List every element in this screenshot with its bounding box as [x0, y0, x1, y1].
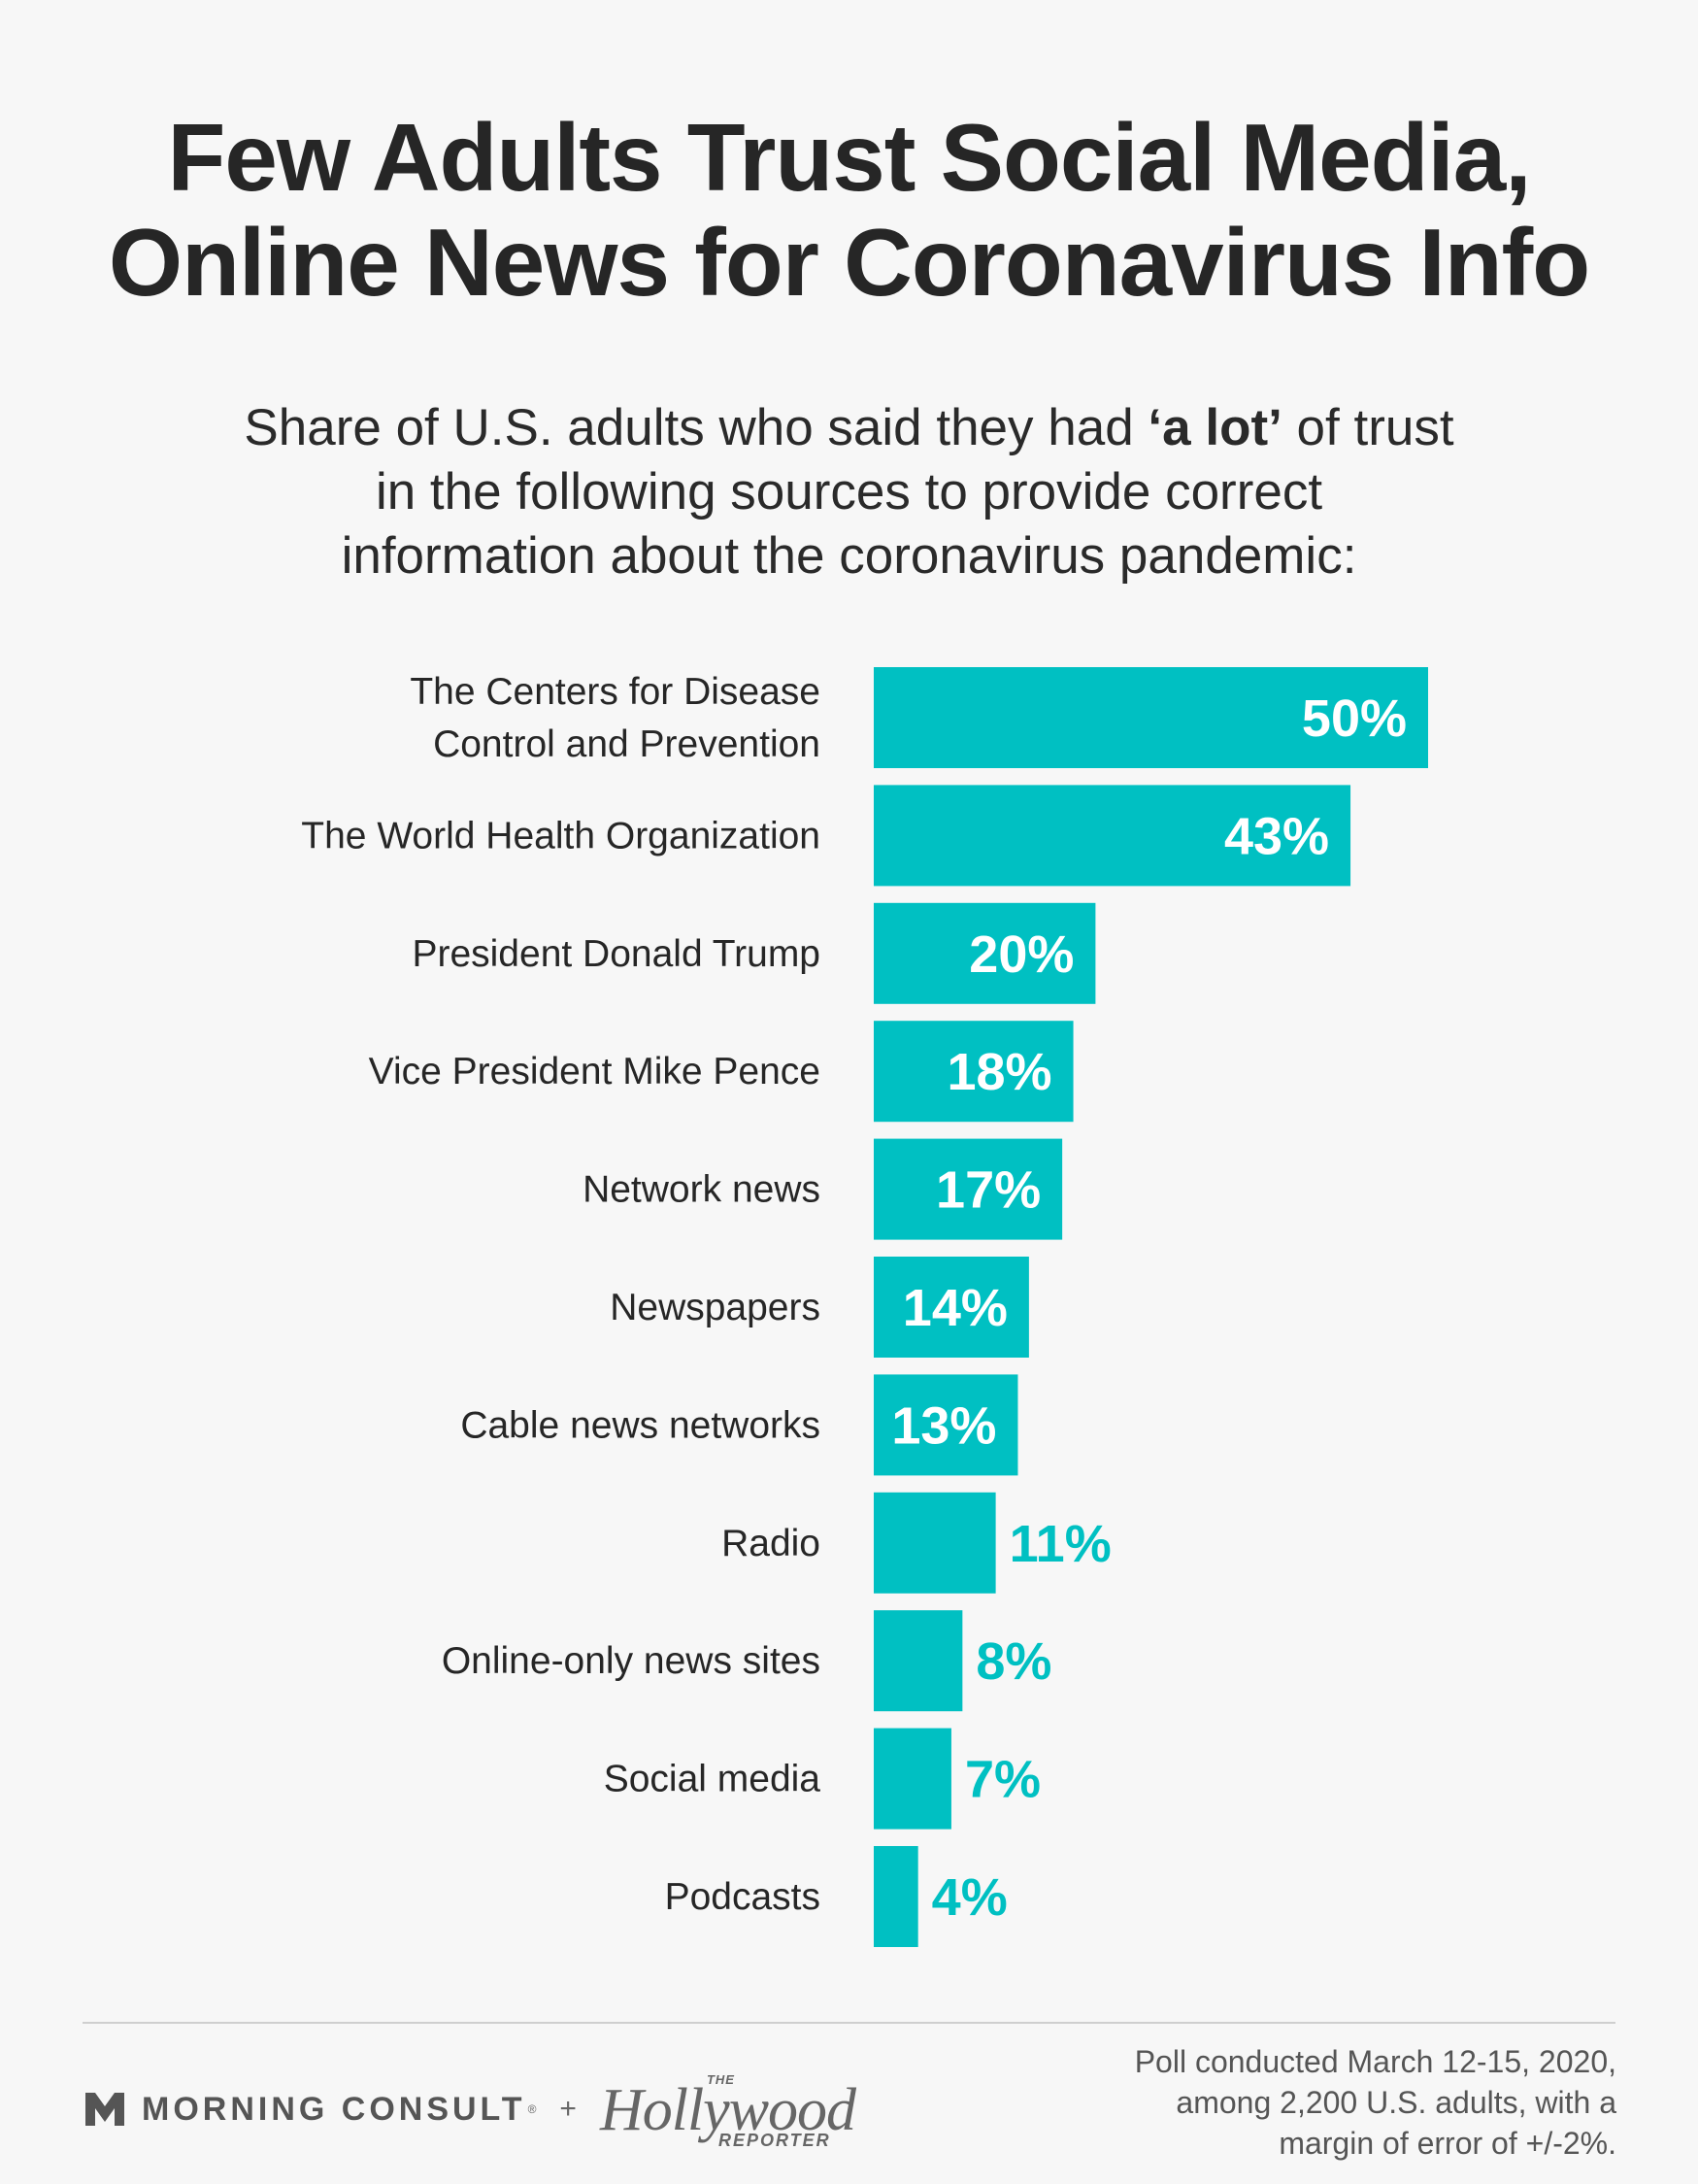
category-label-3: President Donald Trump: [412, 933, 820, 975]
title-line-2: Online News for Coronavirus Info: [108, 209, 1590, 316]
source-line-2: among 2,200 U.S. adults, with a: [1176, 2085, 1616, 2120]
value-label-11: 4%: [932, 1868, 1008, 1927]
category-label-2: The World Health Organization: [301, 815, 820, 857]
hollywood-reporter-wordmark: Hollywood: [599, 2077, 856, 2143]
brand-plus: +: [559, 2093, 577, 2125]
morning-consult-logo-text: MORNING CONSULT: [142, 2090, 526, 2128]
bar-6: [874, 1257, 1029, 1358]
value-label-4: 18%: [947, 1043, 1051, 1101]
value-label-5: 17%: [936, 1161, 1041, 1220]
bar-10: [874, 1728, 951, 1830]
trademark-mark: ®: [527, 2102, 537, 2116]
category-label-4: Vice President Mike Pence: [369, 1051, 820, 1092]
bar-5: [874, 1138, 1063, 1240]
bar-4: [874, 1021, 1074, 1123]
footer-brands: MORNING CONSULT ® + Hollywood THE REPORTE…: [85, 2070, 891, 2150]
bar-1: [874, 667, 1428, 768]
title-line-1: Few Adults Trust Social Media,: [167, 104, 1532, 211]
category-label-11: Podcasts: [665, 1876, 820, 1918]
source-line-3: margin of error of +/-2%.: [1279, 2126, 1616, 2161]
subtitle-line-3: information about the coronavirus pandem…: [341, 527, 1357, 585]
value-label-6: 14%: [903, 1279, 1008, 1337]
category-label-7: Cable news networks: [460, 1404, 820, 1446]
category-label-1-line-1: The Centers for Disease: [410, 671, 820, 713]
bar-7: [874, 1374, 1018, 1476]
bar-9: [874, 1610, 963, 1712]
chart-subtitle: Share of U.S. adults who said they had ‘…: [0, 396, 1698, 588]
value-label-9: 8%: [976, 1632, 1051, 1691]
value-label-3: 20%: [969, 925, 1074, 984]
subtitle-emphasis: ‘a lot’: [1148, 399, 1282, 456]
bar-2: [874, 785, 1351, 887]
value-label-8: 11%: [1010, 1515, 1112, 1573]
value-label-2: 43%: [1224, 807, 1329, 865]
chart-title: Few Adults Trust Social Media, Online Ne…: [0, 105, 1698, 315]
value-label-10: 7%: [965, 1751, 1041, 1809]
subtitle-text-pre: Share of U.S. adults who said they had: [244, 399, 1149, 456]
category-label-9: Online-only news sites: [442, 1640, 820, 1682]
morning-consult-logo-icon: [85, 2093, 124, 2126]
hollywood-reporter-logo: Hollywood THE REPORTER: [599, 2070, 891, 2150]
bar-chart: 50% The Centers for Disease Control and Pr…: [301, 667, 1428, 1947]
category-label-8: Radio: [721, 1523, 820, 1564]
subtitle-line-2: in the following sources to provide corr…: [375, 463, 1323, 521]
value-label-1: 50%: [1302, 689, 1407, 748]
hollywood-reporter-the: THE: [706, 2072, 735, 2087]
bar-3: [874, 902, 1096, 1004]
category-label-10: Social media: [604, 1759, 821, 1800]
category-label-6: Newspapers: [610, 1287, 820, 1328]
category-label-5: Network news: [583, 1169, 820, 1211]
category-label-1-line-2: Control and Prevention: [433, 723, 820, 765]
bar-11: [874, 1846, 918, 1947]
source-note: Poll conducted March 12-15, 2020, among …: [937, 2041, 1616, 2164]
value-label-7: 13%: [891, 1396, 996, 1455]
subtitle-text-post: of trust: [1282, 399, 1454, 456]
hollywood-reporter-sub: REPORTER: [717, 2131, 831, 2150]
bar-8: [874, 1492, 996, 1594]
source-line-1: Poll conducted March 12-15, 2020,: [1134, 2044, 1616, 2079]
subtitle-line-1: Share of U.S. adults who said they had ‘…: [0, 396, 1698, 460]
footer-divider: [83, 2022, 1615, 2024]
